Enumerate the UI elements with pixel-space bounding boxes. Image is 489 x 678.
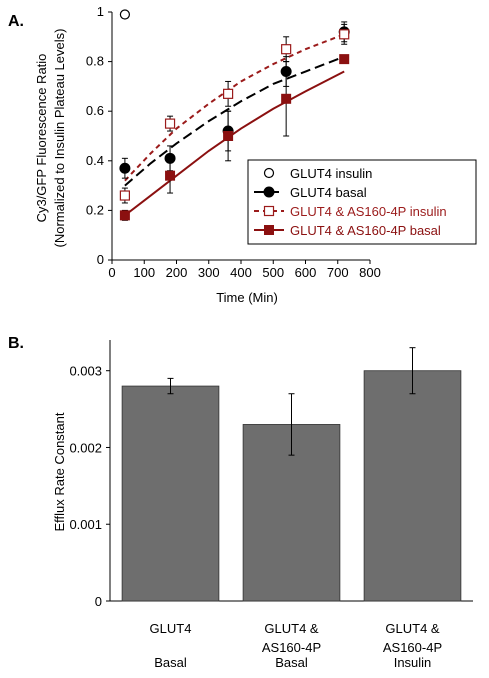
panel-a-x-ticks: 0 100 200 300 400 500 600 700 800: [108, 260, 381, 280]
panel-a-y-axis-title-line1: Cy3/GFP Fluorescence Ratio: [34, 54, 49, 223]
panel-a-y-tick-label: 1: [97, 4, 104, 19]
panel-b-y-tick-label: 0.001: [69, 517, 102, 532]
panel-a-x-tick-label: 500: [262, 265, 284, 280]
panel-b-label: B.: [8, 335, 24, 352]
panel-a-point-s2-0: [119, 190, 131, 201]
panel-a-x-tick-label: 0: [108, 265, 115, 280]
panel-a-x-tick-label: 700: [327, 265, 349, 280]
panel-a-x-tick-label: 300: [198, 265, 220, 280]
panel-b-y-tick-label: 0: [95, 594, 102, 609]
panel-a-label: A.: [8, 13, 24, 30]
panel-a-legend-label-3: GLUT4 & AS160-4P basal: [290, 223, 441, 238]
panel-a-point-s2-3: [281, 44, 292, 55]
panel-a-y-tick-label: 0.8: [86, 54, 104, 69]
panel-a-points: [119, 9, 350, 221]
panel-a-legend-label-0: GLUT4 insulin: [290, 166, 372, 181]
panel-a-x-tick-label: 200: [166, 265, 188, 280]
panel-b-category-label-1: AS160-4P: [262, 640, 321, 655]
panel-a-x-tick-label: 400: [230, 265, 252, 280]
panel-a-y-axis-title-line2: (Normalized to Insulin Plateau Levels): [52, 29, 67, 248]
panel-a-y-ticks: 0 0.2 0.4 0.6 0.8 1: [86, 4, 112, 267]
panel-a-x-axis-title: Time (Min): [216, 290, 278, 305]
panel-a-legend-marker-3: [264, 225, 274, 235]
panel-a-point-s2-4: [339, 29, 350, 40]
panel-b-y-ticks: 0 0.001 0.002 0.003: [69, 364, 110, 609]
panel-b-category-label-0: GLUT4: [150, 621, 192, 636]
panel-a-point-s3-0: [119, 210, 130, 221]
panel-a-point-s3-3: [281, 93, 292, 104]
panel-b-category-label-1: Basal: [275, 655, 308, 670]
panel-a-legend-marker-2: [263, 205, 275, 217]
panel-b-category-label-1: GLUT4 &: [264, 621, 319, 636]
panel-a-point-s3-1: [165, 170, 176, 181]
panel-a-point-s2-2: [223, 88, 234, 99]
panel-a-point-s3-2: [223, 131, 234, 141]
panel-a-x-tick-label: 600: [295, 265, 317, 280]
panel-a: A. 0 100 200 300 400 500 600 700 800 00.20.40.60…: [8, 4, 477, 305]
panel-a-fit-line-2: [124, 33, 345, 182]
panel-b-category-label-2: GLUT4 &: [385, 621, 440, 636]
panel-a-y-tick-label: 0.6: [86, 103, 104, 118]
panel-a-point-s3-4: [339, 54, 350, 65]
panel-a-y-tick-label: 0: [97, 252, 104, 267]
panel-a-legend-label-1: GLUT4 basal: [290, 185, 367, 200]
panel-b-bar-2: [363, 370, 462, 602]
panel-a-legend: GLUT4 insulin GLUT4 basal GLUT4 & AS160-4P…: [247, 159, 477, 245]
panel-b-category-label-0: Basal: [154, 655, 187, 670]
panel-a-legend-label-2: GLUT4 & AS160-4P insulin: [290, 204, 447, 219]
panel-a-legend-marker-0: [263, 167, 275, 179]
panel-b-y-tick-label: 0.002: [69, 440, 102, 455]
panel-b: B. 0 0.001 0.002 0.003 GLUT4 Basal GLUT4 & AS1…: [8, 335, 473, 670]
panel-b-y-tick-label: 0.003: [69, 364, 102, 379]
panel-b-category-label-2: Insulin: [394, 655, 432, 670]
panel-a-y-tick-label: 0.4: [86, 153, 104, 168]
panel-a-x-tick-label: 800: [359, 265, 381, 280]
panel-a-point-s2-1: [164, 118, 176, 129]
panel-a-y-tick-label: 0.2: [86, 202, 104, 217]
panel-a-point-s0-0: [119, 9, 131, 20]
panel-b-y-axis-title: Efflux Rate Constant: [52, 412, 67, 531]
panel-a-legend-marker-1: [263, 186, 275, 198]
panel-a-fit-line-1: [124, 55, 345, 187]
panel-b-bar-0: [121, 385, 220, 602]
panel-a-point-s1-0: [119, 162, 131, 174]
panel-a-x-tick-label: 100: [133, 265, 155, 280]
panel-a-legend-box: [247, 159, 477, 245]
panel-b-category-label-2: AS160-4P: [383, 640, 442, 655]
panel-b-bars: [121, 347, 462, 602]
